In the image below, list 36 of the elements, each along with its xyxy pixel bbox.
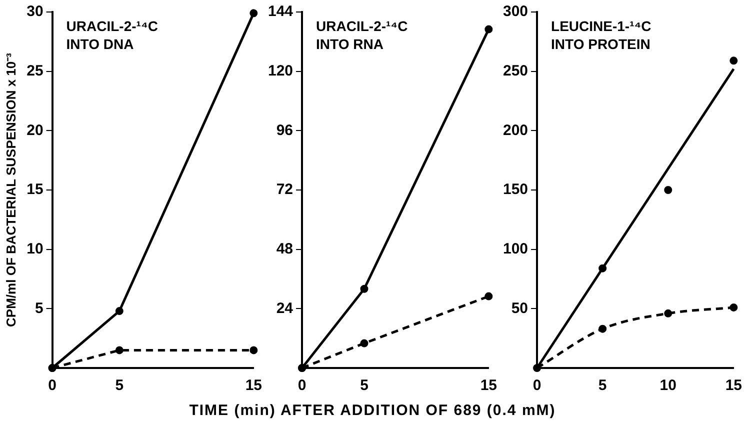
annotation: LEUCINE-1-¹⁴C — [551, 18, 652, 34]
x-tick-label: 0 — [48, 377, 56, 394]
x-axis-title: TIME (min) AFTER ADDITION OF 689 (0.4 mM) — [188, 402, 557, 419]
x-tick-label: 15 — [480, 377, 497, 394]
y-tick-label: 100 — [502, 240, 528, 258]
x-tick-label: 0 — [298, 377, 306, 394]
x-tick-label: 0 — [532, 377, 542, 394]
y-tick-label: 50 — [511, 300, 528, 317]
x-tick-label: 5 — [598, 377, 607, 394]
y-tick-label: 144 — [268, 3, 294, 20]
y-tick-label: 24 — [276, 300, 294, 317]
y-tick-label: 200 — [502, 122, 528, 139]
x-tick-label: 5 — [360, 377, 368, 394]
y-tick-label: 150 — [502, 181, 528, 198]
y-tick-label: 120 — [268, 62, 294, 80]
y-tick-label: 20 — [26, 122, 44, 139]
annotation: INTO RNA — [316, 36, 384, 52]
x-tick-label: 10 — [660, 377, 676, 394]
annotation: URACIL-2-¹⁴C — [66, 18, 158, 34]
y-tick-label: 5 — [34, 300, 44, 317]
y-tick-label: 15 — [26, 181, 44, 198]
annotation: URACIL-2-¹⁴C — [316, 18, 408, 34]
y-tick-label: 10 — [26, 240, 44, 258]
y-tick-label: 96 — [276, 122, 294, 139]
y-tick-label: 25 — [26, 62, 44, 80]
y-tick-label: 30 — [26, 3, 44, 20]
annotation: INTO PROTEIN — [551, 36, 650, 52]
y-tick-label: 48 — [276, 240, 294, 258]
x-tick-label: 15 — [725, 377, 742, 394]
y-tick-label: 72 — [276, 181, 294, 198]
x-tick-label: 5 — [115, 377, 124, 394]
y-tick-label: 300 — [502, 3, 528, 20]
y-axis-title: CPM/ml OF BACTERIAL SUSPENSION x 10⁻³ — [3, 52, 18, 327]
annotation: INTO DNA — [66, 36, 134, 52]
x-tick-label: 15 — [245, 377, 262, 394]
y-tick-label: 250 — [502, 62, 528, 80]
